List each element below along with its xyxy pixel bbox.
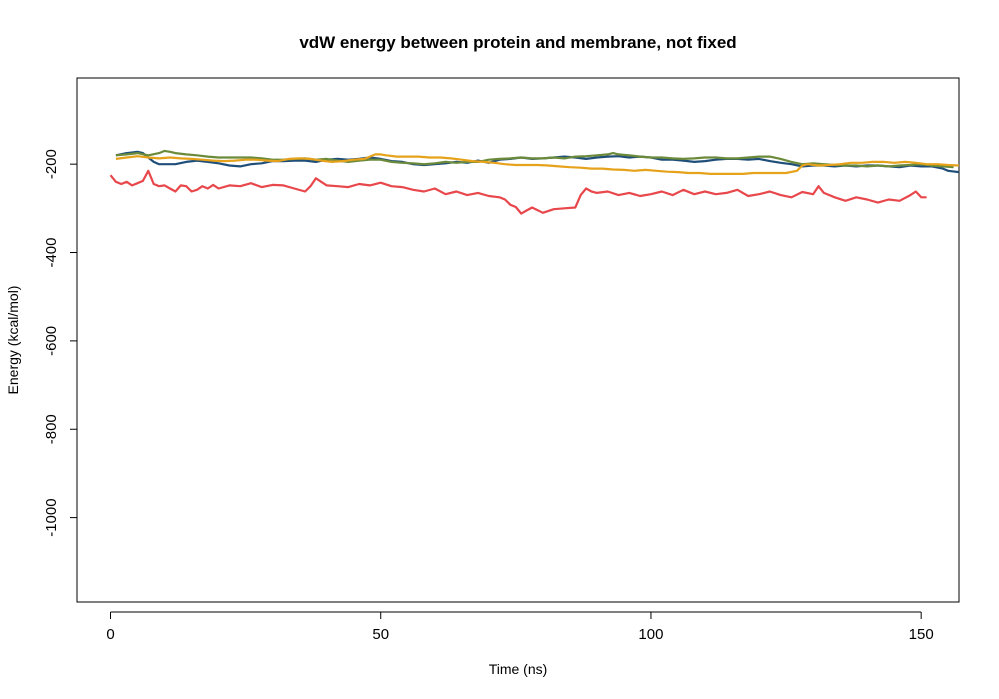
y-tick-label: -800	[43, 414, 60, 444]
chart-title: vdW energy between protein and membrane,…	[299, 33, 736, 52]
series-line-1	[109, 169, 927, 215]
x-tick-label: 50	[372, 626, 389, 643]
x-axis: 0 50 100 150	[106, 611, 934, 643]
x-tick-label: 100	[638, 626, 663, 643]
series-line-2	[115, 150, 959, 174]
y-tick-label: -200	[43, 149, 60, 179]
series-layer	[109, 149, 959, 215]
y-tick-label: -400	[43, 238, 60, 268]
y-tick-label: -600	[43, 326, 60, 356]
y-tick-label: -1000	[43, 498, 60, 536]
y-axis-label: Energy (kcal/mol)	[5, 286, 21, 395]
x-tick-label: 0	[106, 626, 114, 643]
series-line-4	[115, 153, 959, 175]
x-tick-label: 150	[909, 626, 934, 643]
y-axis: -200 -400 -600 -800 -1000	[43, 149, 78, 537]
x-axis-label: Time (ns)	[489, 661, 548, 677]
